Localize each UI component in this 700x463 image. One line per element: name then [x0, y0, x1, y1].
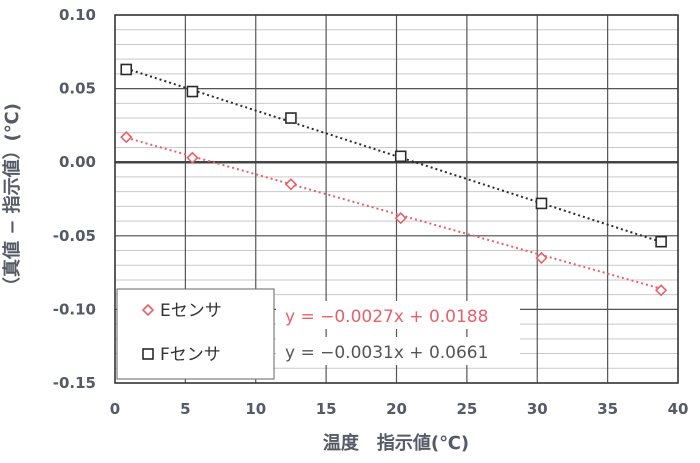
data-point-square [120, 63, 133, 76]
y-axis-ticks: 0.10 0.05 0.00 -0.05 -0.10 -0.15 [53, 6, 96, 392]
x-tick-label: 25 [456, 400, 477, 418]
equation-f: y = −0.0031x + 0.0661 [285, 343, 488, 363]
data-markers [120, 63, 668, 297]
legend-label-f: Fセンサ [160, 345, 221, 365]
plot-border [114, 14, 679, 384]
legend-diamond-icon [141, 303, 155, 317]
y-tick-label: 0.10 [59, 6, 96, 24]
x-axis-title: 温度 指示値(℃) [323, 432, 469, 454]
data-point-square [186, 85, 199, 98]
equation-box-e [276, 301, 520, 329]
legend-box [116, 288, 275, 380]
data-point-diamond [120, 131, 133, 144]
y-tick-label: 0.05 [59, 80, 96, 98]
trendlines [125, 67, 662, 290]
data-point-square [655, 235, 667, 248]
x-tick-label: 15 [316, 400, 337, 418]
data-point-square [535, 197, 548, 210]
data-point-diamond [186, 151, 199, 164]
data-point-diamond [535, 251, 548, 265]
data-point-diamond [284, 178, 298, 191]
x-tick-label: 35 [597, 400, 618, 418]
y-tick-label: -0.10 [53, 300, 96, 318]
y-tick-label: 0.00 [59, 153, 96, 171]
data-point-square [285, 112, 297, 124]
x-tick-label: 20 [386, 400, 407, 418]
legend-square-icon [142, 348, 154, 360]
x-tick-label: 5 [180, 400, 190, 418]
y-tick-label: -0.05 [53, 227, 96, 245]
y-axis-title: （真値 − 指示値）(℃) [1, 103, 23, 295]
legend: Eセンサ Fセンサ [116, 288, 275, 380]
trendline [125, 67, 662, 243]
y-tick-label: -0.15 [53, 374, 96, 392]
data-point-square [394, 150, 407, 163]
legend-symbols [141, 303, 155, 360]
data-point-diamond [394, 212, 407, 225]
x-tick-label: 10 [245, 400, 266, 418]
x-tick-label: 0 [110, 400, 120, 418]
x-tick-label: 30 [527, 400, 548, 418]
equation-box-f [276, 337, 520, 365]
equation-e: y = −0.0027x + 0.0188 [285, 307, 488, 327]
legend-label-e: Eセンサ [160, 301, 222, 321]
data-point-diamond [654, 284, 668, 297]
x-tick-label: 40 [668, 400, 689, 418]
x-axis-ticks: 0 5 10 15 20 25 30 35 40 [110, 400, 689, 418]
